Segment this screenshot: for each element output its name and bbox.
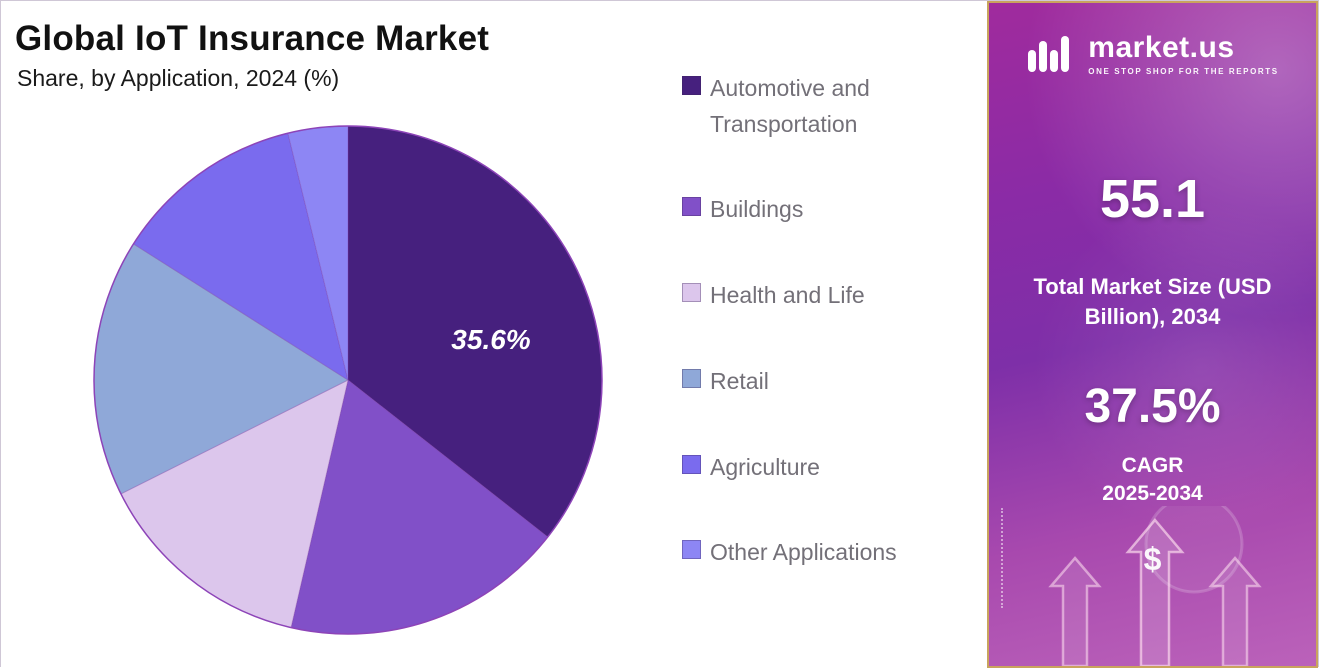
cagr-period: 2025-2034 <box>1102 481 1203 505</box>
dollar-icon: $ <box>1144 541 1162 578</box>
legend-swatch-icon <box>682 368 701 388</box>
legend-swatch-icon <box>682 283 701 303</box>
logo: market.us ONE STOP SHOP FOR THE REPORTS <box>1026 31 1278 76</box>
legend-item-2: Health and Life <box>682 278 982 314</box>
legend-label: Buildings <box>710 196 804 223</box>
legend-label: Automotive and Transportation <box>710 75 870 137</box>
logo-tagline: ONE STOP SHOP FOR THE REPORTS <box>1088 67 1279 76</box>
legend-label: Agriculture <box>710 453 820 480</box>
market-size-value: 55.1 <box>1099 169 1206 229</box>
legend: Automotive and Transportation Buildings He… <box>682 71 982 571</box>
market-size-label: Total Market Size (USD Billion), 2034 <box>1033 274 1272 329</box>
logo-name: market.us <box>1088 31 1235 64</box>
legend-swatch-icon <box>682 197 701 217</box>
pie-chart: 35.6% <box>87 119 609 641</box>
legend-label: Health and Life <box>710 282 865 309</box>
pie-chart-svg: 35.6% <box>93 125 603 635</box>
legend-swatch-icon <box>682 540 701 560</box>
promo-panel: market.us ONE STOP SHOP FOR THE REPORTS … <box>987 1 1318 668</box>
pie-outline <box>93 125 603 635</box>
cagr-word: CAGR <box>1121 454 1184 478</box>
legend-label: Retail <box>710 367 769 394</box>
legend-item-3: Retail <box>682 364 982 400</box>
growth-arrows-icon <box>1048 506 1262 666</box>
growth-arrow-right-icon <box>1208 556 1262 666</box>
growth-arrow-middle-icon <box>1125 518 1185 666</box>
chart-area: Global IoT Insurance Market Share, by Ap… <box>1 1 989 668</box>
legend-item-1: Buildings <box>682 192 982 228</box>
page-title: Global IoT Insurance Market <box>15 19 490 58</box>
legend-swatch-icon <box>682 454 701 474</box>
growth-arrow-left-icon <box>1048 556 1102 666</box>
marketus-logo-icon <box>1028 35 1070 72</box>
logo-text-block: market.us ONE STOP SHOP FOR THE REPORTS <box>1088 31 1278 76</box>
legend-swatch-icon <box>682 76 701 95</box>
page-subtitle: Share, by Application, 2024 (%) <box>17 65 340 91</box>
legend-item-4: Agriculture <box>682 450 982 486</box>
legend-label: Other Applications <box>710 539 897 566</box>
legend-item-5: Other Applications <box>682 535 982 571</box>
legend-item-0: Automotive and Transportation <box>682 71 982 142</box>
cagr-label: CAGR 2025-2034 <box>1102 452 1202 507</box>
cagr-value: 37.5% <box>1084 380 1221 434</box>
dotted-line-decoration <box>1001 508 1003 608</box>
pie-slice-label: 35.6% <box>451 324 530 355</box>
